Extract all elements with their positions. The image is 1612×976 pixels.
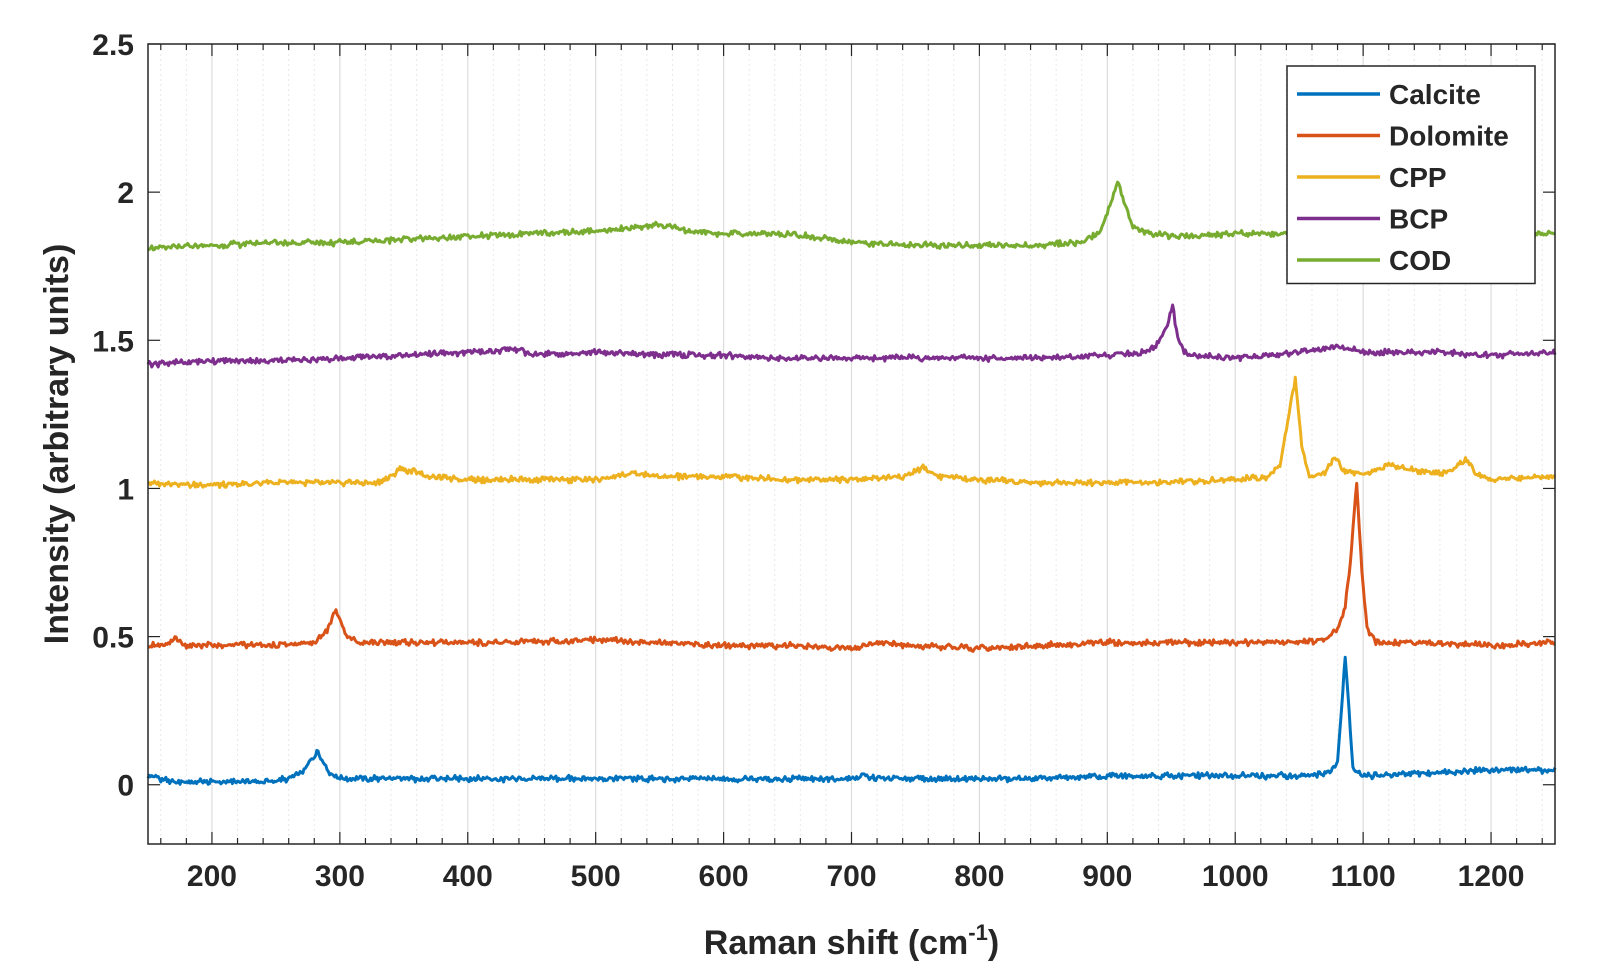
- tick-labels: 200 300 400 500 600 700 800 900 1000 1100 1200 0 0.5…: [92, 29, 1524, 893]
- series-line-dolomite: [147, 481, 1556, 653]
- legend-label-calcite: Calcite: [1389, 79, 1481, 110]
- series-line-cpp: [147, 375, 1557, 489]
- series-line-bcp: [146, 303, 1557, 369]
- legend-label-cod: COD: [1389, 245, 1451, 276]
- legend-box: [1286, 65, 1536, 285]
- x-axis-label-end: ): [988, 924, 999, 962]
- y-tick-label: 1.5: [92, 325, 134, 358]
- x-tick-label: 200: [187, 860, 237, 893]
- x-axis-label-superscript: -1: [968, 920, 988, 945]
- y-axis-label: Intensity (arbitrary units): [38, 244, 76, 645]
- x-tick-label: 1100: [1331, 860, 1396, 893]
- x-tick-label: 700: [826, 860, 876, 893]
- x-tick-label: 600: [699, 860, 749, 893]
- x-axis-label-main: Raman shift (cm: [704, 924, 969, 962]
- y-tick-label: 2.5: [92, 29, 134, 62]
- y-tick-label: 0.5: [92, 622, 134, 655]
- legend-label-bcp: BCP: [1389, 204, 1448, 235]
- x-tick-label: 500: [571, 860, 621, 893]
- legend-label-cpp: CPP: [1389, 162, 1447, 193]
- x-tick-label: 300: [315, 860, 365, 893]
- y-tick-label: 0: [117, 770, 134, 803]
- x-tick-label: 400: [443, 860, 493, 893]
- legend-label-dolomite: Dolomite: [1389, 121, 1509, 152]
- x-axis-label: Raman shift (cm-1): [704, 920, 999, 962]
- x-tick-label: 800: [954, 860, 1004, 893]
- x-tick-label: 1200: [1458, 860, 1525, 893]
- legend: Calcite Dolomite CPP BCP COD: [1286, 65, 1536, 285]
- tick-marks: [148, 43, 1555, 844]
- grid-lines: [160, 44, 1543, 844]
- x-tick-label: 900: [1082, 860, 1132, 893]
- y-tick-label: 2: [117, 177, 134, 210]
- y-tick-label: 1: [117, 473, 134, 506]
- x-tick-label: 1000: [1202, 860, 1269, 893]
- series-line-calcite: [146, 655, 1557, 786]
